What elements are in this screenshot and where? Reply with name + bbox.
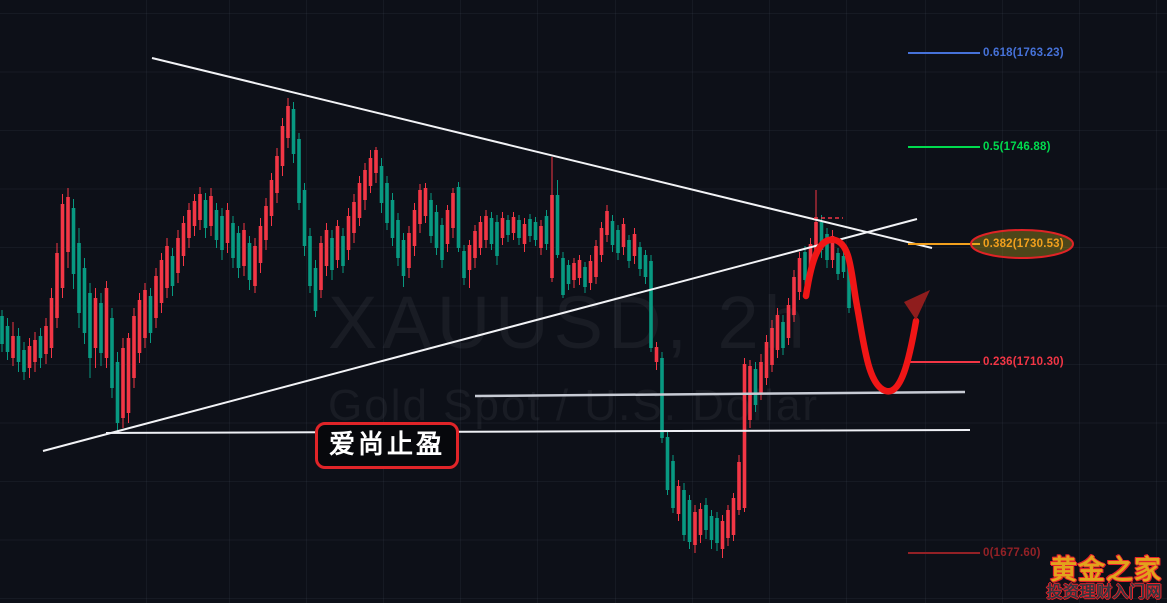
lower-horizontal-support[interactable]: [105, 429, 971, 434]
highlight-ellipse[interactable]: [970, 229, 1074, 259]
symbol-watermark: XAUUSD, 2h Gold Spot / U.S. Dollar: [328, 280, 819, 431]
stop-profit-label[interactable]: 爱尚止盈: [315, 422, 460, 469]
fib-label-05[interactable]: 0.5(1746.88): [983, 141, 1051, 153]
arrow-head: [904, 290, 930, 320]
fib-label-0618[interactable]: 0.618(1763.23): [983, 47, 1064, 59]
site-watermark-subtitle: 投资理财入门网: [1046, 583, 1162, 601]
fib-label-0236[interactable]: 0.236(1710.30): [983, 356, 1064, 368]
watermark-symbol-text: XAUUSD, 2h: [328, 281, 810, 364]
site-watermark: 黄金之家 投资理财入门网: [1046, 557, 1162, 601]
candles-layer: [0, 98, 851, 558]
arrow-annotation[interactable]: [802, 236, 930, 395]
ascending-trendline[interactable]: [42, 218, 918, 452]
fib-retracement-layer[interactable]: [814, 52, 1074, 554]
watermark-description-text: Gold Spot / U.S. Dollar: [328, 381, 820, 430]
fib-label-0[interactable]: 0(1677.60): [983, 547, 1041, 559]
descending-trendline[interactable]: [151, 57, 933, 249]
projection-curve[interactable]: [802, 236, 920, 395]
fib-label-0382[interactable]: 0.382(1730.53): [983, 238, 1064, 250]
site-watermark-title: 黄金之家: [1050, 555, 1162, 586]
